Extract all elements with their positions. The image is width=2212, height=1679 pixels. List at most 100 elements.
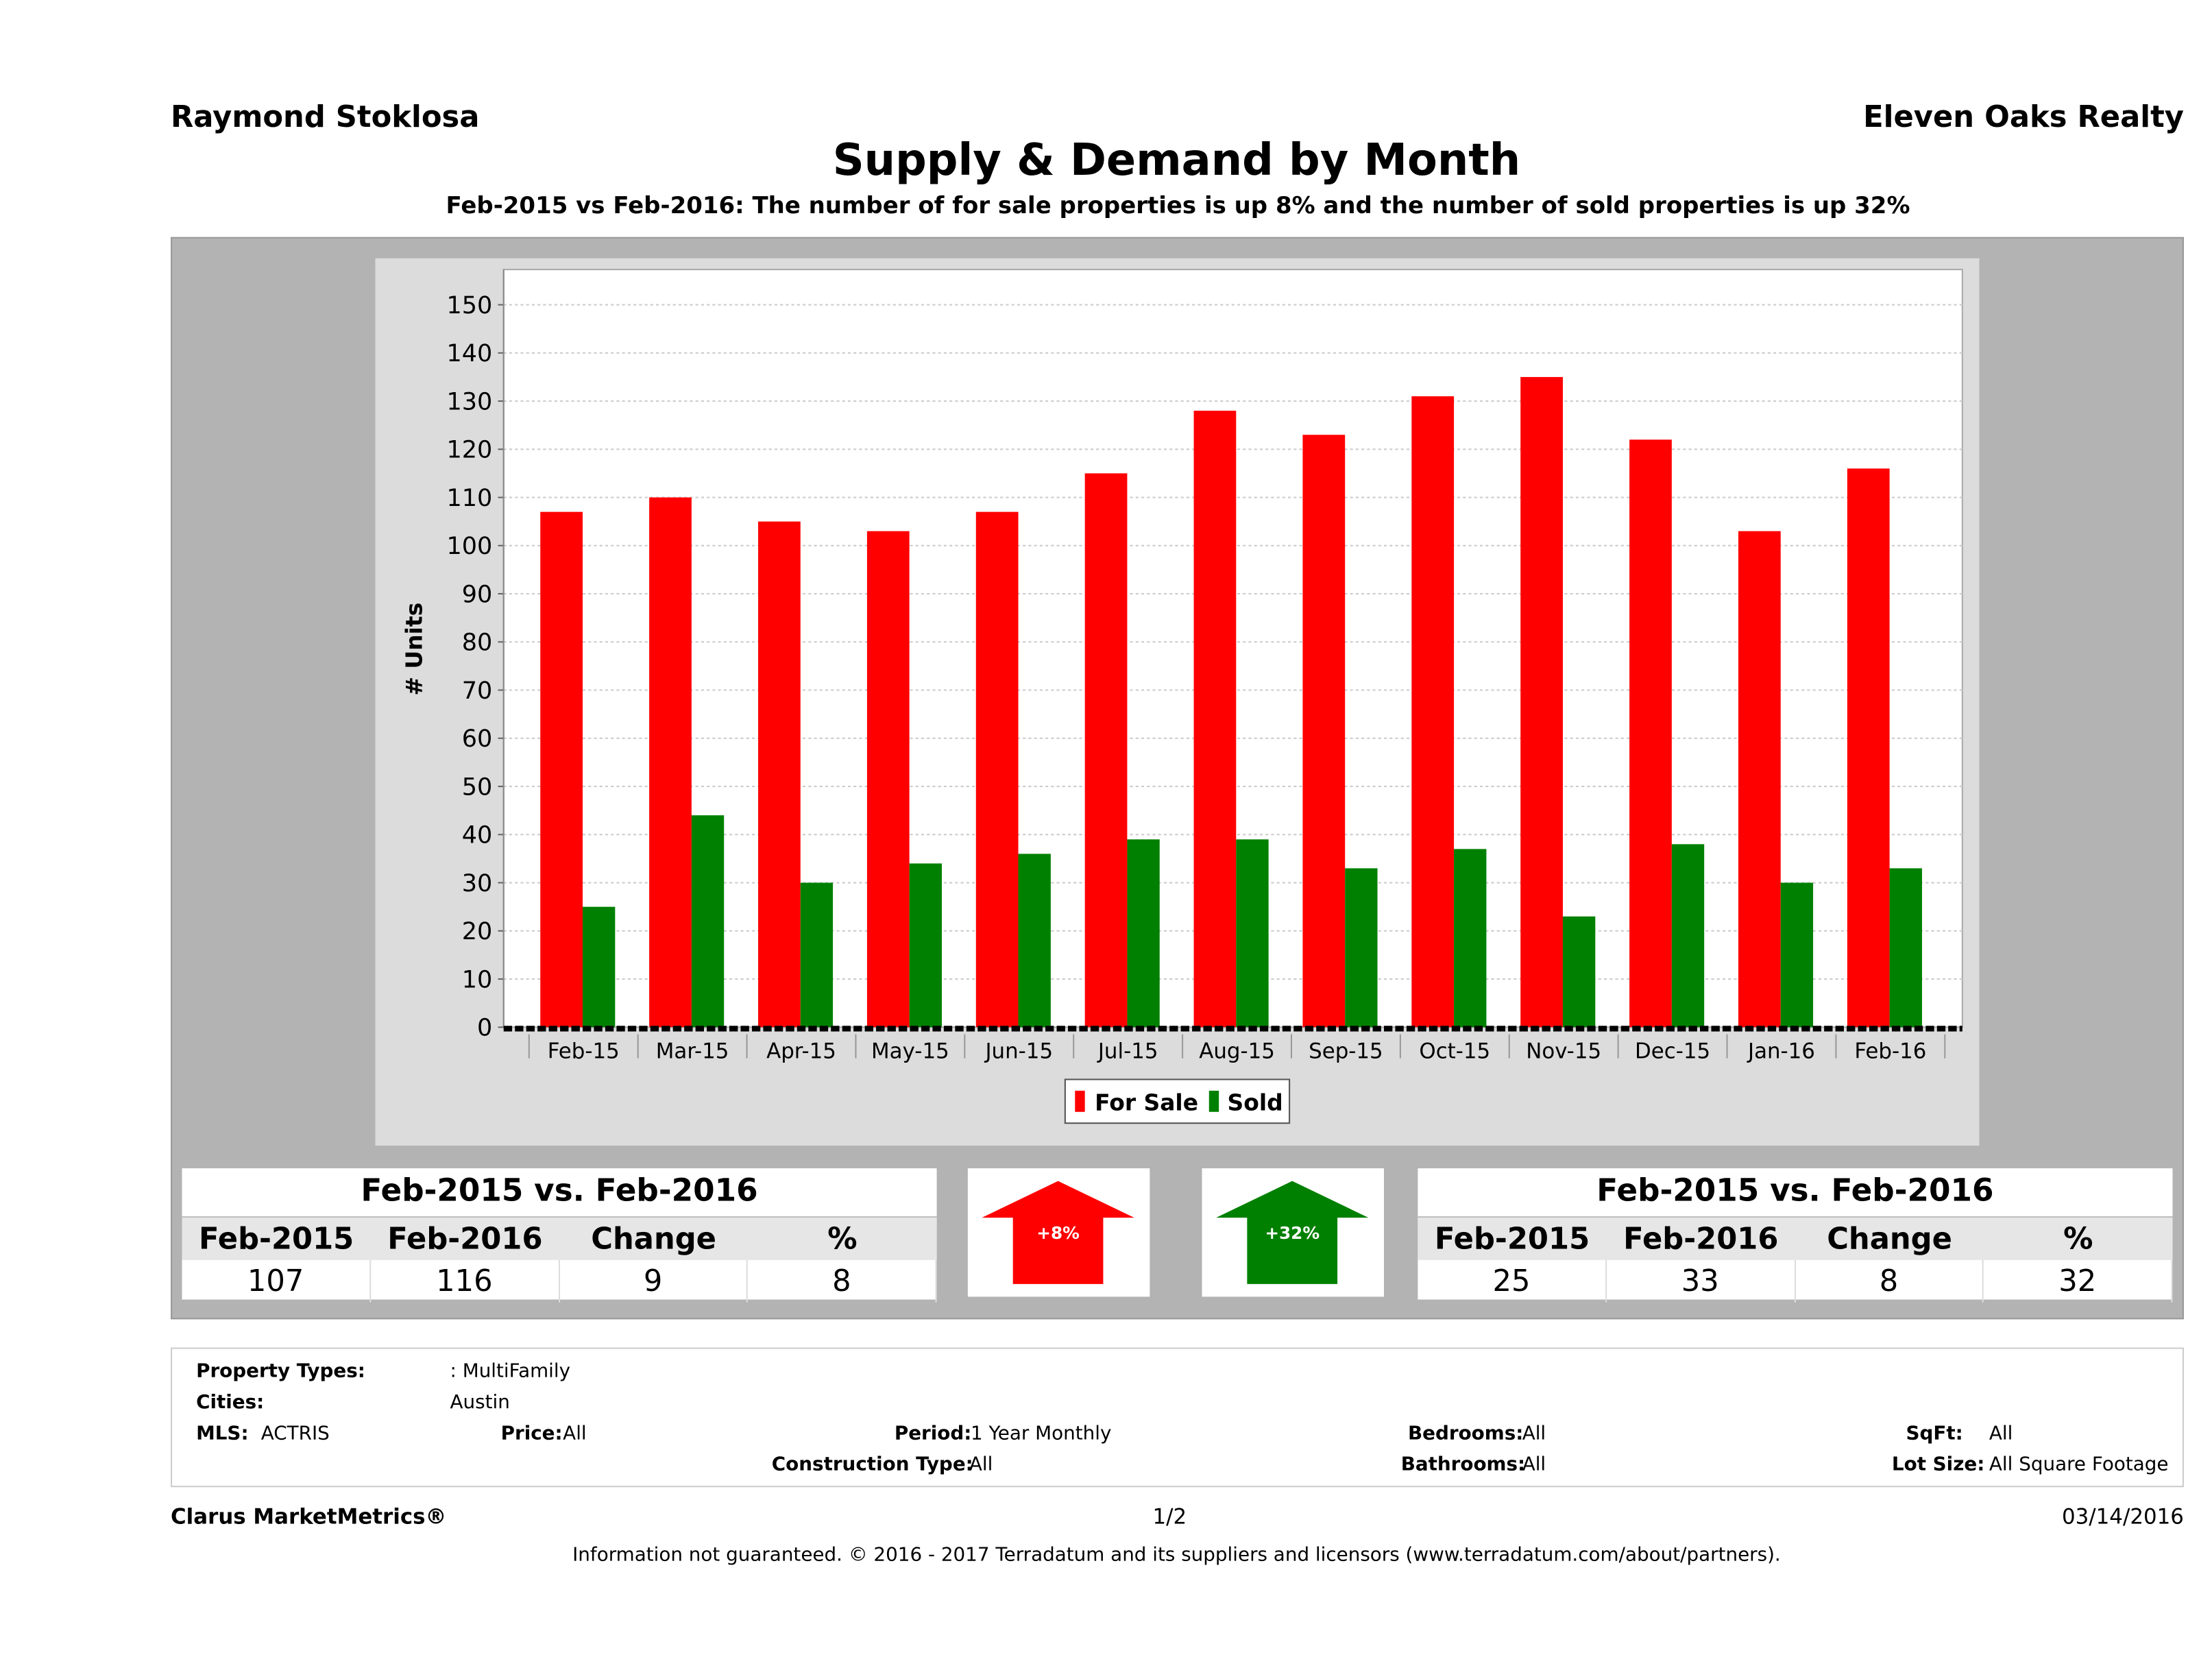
lot-size-value: All Square Footage [1989, 1453, 2169, 1476]
x-tick-label: Oct-15 [1419, 1039, 1490, 1064]
bar-sold-Nov-15 [1562, 916, 1596, 1028]
y-tick-label: 30 [462, 870, 493, 897]
x-tick-label: Jan-16 [1747, 1039, 1815, 1064]
cell: 25 [1418, 1259, 1607, 1303]
label: Construction Type: [771, 1453, 973, 1476]
table-title: Feb-2015 vs. Feb-2016 [1418, 1168, 2173, 1218]
col-header: Feb-2016 [1623, 1222, 1779, 1256]
x-tick-label: Feb-15 [548, 1039, 620, 1064]
y-tick-label: 80 [462, 629, 493, 657]
y-tick-label: 40 [462, 822, 493, 849]
bar-for-sale-Apr-15 [758, 521, 801, 1028]
label: Lot Size: [1891, 1453, 1985, 1476]
bar-sold-Aug-15 [1236, 839, 1269, 1028]
up-arrow-icon: +8% [982, 1181, 1134, 1284]
col-header: Feb-2015 [1434, 1222, 1590, 1256]
y-tick-label: 0 [477, 1015, 492, 1042]
legend-sold: Sold [1228, 1089, 1283, 1116]
bar-sold-Mar-15 [691, 815, 725, 1028]
x-tick-label: Jun-15 [984, 1039, 1053, 1064]
criteria-box: Property Types: : MultiFamily Cities: Au… [171, 1347, 2184, 1488]
bar-for-sale-Sep-15 [1302, 435, 1346, 1028]
bathrooms-value: All [1522, 1453, 1546, 1476]
for-sale-comparison-table: Feb-2015 vs. Feb-2016 Feb-2015 Feb-2016 Ch… [182, 1168, 937, 1303]
col-header: % [2063, 1222, 2093, 1256]
for-sale-change-indicator: +8% [967, 1168, 1150, 1297]
chart-title: Supply & Demand by Month [832, 135, 1521, 186]
legend-swatch-sold [1208, 1090, 1219, 1112]
label: Price: [500, 1422, 563, 1445]
bar-for-sale-Aug-15 [1193, 411, 1237, 1028]
x-tick-label: Feb-16 [1854, 1039, 1926, 1064]
mls-value: ACTRIS [260, 1422, 330, 1445]
up-arrow-icon: +32% [1216, 1181, 1369, 1284]
col-header: Feb-2015 [198, 1222, 354, 1256]
y-tick-label: 50 [462, 773, 493, 801]
cell: 9 [559, 1259, 749, 1303]
legend-for-sale: For Sale [1095, 1089, 1198, 1116]
disclaimer: Information not guaranteed. © 2016 - 201… [572, 1543, 1781, 1567]
period-value: 1 Year Monthly [970, 1422, 1112, 1445]
bar-for-sale-Jul-15 [1084, 473, 1128, 1028]
bar-sold-Dec-15 [1671, 844, 1705, 1028]
x-tick-label: Apr-15 [766, 1039, 836, 1064]
chart-subtitle: Feb-2015 vs Feb-2016: The number of for … [446, 191, 1910, 219]
label: Property Types: [196, 1360, 365, 1383]
brand: Clarus MarketMetrics® [171, 1503, 447, 1530]
page-number: 1/2 [1152, 1503, 1187, 1530]
col-header: Change [591, 1222, 717, 1256]
bar-for-sale-May-15 [866, 531, 910, 1028]
col-header: Feb-2016 [387, 1222, 543, 1256]
col-header: Change [1827, 1222, 1952, 1256]
bar-for-sale-Jun-15 [975, 511, 1019, 1028]
bar-chart: 0 10 20 30 40 50 60 70 80 90 100 110 120 130 140 150 Feb… [375, 258, 1980, 1146]
cell: 8 [1795, 1259, 1984, 1303]
arrow-label: +32% [1265, 1223, 1320, 1243]
label: MLS: [196, 1422, 249, 1445]
x-tick-label: May-15 [871, 1039, 949, 1064]
x-tick-label: Sep-15 [1309, 1039, 1383, 1064]
label: SqFt: [1906, 1422, 1963, 1445]
label: Cities: [196, 1391, 265, 1414]
x-tick-label: Mar-15 [656, 1039, 729, 1064]
x-tick-label: Nov-15 [1526, 1039, 1601, 1064]
price-value: All [563, 1422, 587, 1445]
y-tick-label: 120 [447, 437, 493, 464]
bar-for-sale-Feb-15 [540, 511, 583, 1028]
bar-sold-Jan-16 [1780, 882, 1814, 1028]
cell: 32 [1984, 1259, 2173, 1303]
label: Bedrooms: [1407, 1422, 1524, 1445]
sqft-value: All [1989, 1422, 2013, 1445]
y-tick-label: 140 [447, 340, 493, 367]
bedrooms-value: All [1522, 1422, 1546, 1445]
bar-for-sale-Dec-15 [1629, 439, 1672, 1028]
legend-swatch-for-sale [1075, 1090, 1085, 1112]
col-header: % [827, 1222, 858, 1256]
bar-for-sale-Oct-15 [1411, 396, 1455, 1028]
bar-sold-Jun-15 [1018, 854, 1051, 1028]
label: Bathrooms: [1400, 1453, 1526, 1476]
bar-sold-May-15 [909, 863, 942, 1028]
y-tick-label: 20 [462, 918, 493, 945]
bar-for-sale-Mar-15 [649, 497, 692, 1028]
y-tick-label: 10 [462, 966, 493, 993]
bar-sold-Apr-15 [800, 882, 834, 1028]
table-title: Feb-2015 vs. Feb-2016 [182, 1168, 937, 1218]
bar-sold-Jul-15 [1127, 839, 1160, 1028]
cities-value: Austin [450, 1391, 510, 1414]
y-tick-label: 110 [447, 485, 493, 512]
bar-for-sale-Jan-16 [1738, 531, 1781, 1028]
x-tick-label: Aug-15 [1199, 1039, 1275, 1064]
x-tick-label: Jul-15 [1097, 1039, 1158, 1064]
legend: For Sale Sold [1064, 1078, 1291, 1124]
cell: 107 [182, 1259, 371, 1303]
label: Period: [894, 1422, 972, 1445]
bar-sold-Feb-16 [1889, 868, 1922, 1028]
y-tick-label: 100 [447, 533, 493, 560]
bar-for-sale-Feb-16 [1847, 468, 1890, 1028]
cell: 116 [371, 1259, 560, 1303]
cell: 33 [1607, 1259, 1795, 1303]
y-tick-label: 70 [462, 677, 493, 705]
y-axis-label: # Units [400, 603, 427, 696]
agent-name: Raymond Stoklosa [171, 100, 480, 134]
